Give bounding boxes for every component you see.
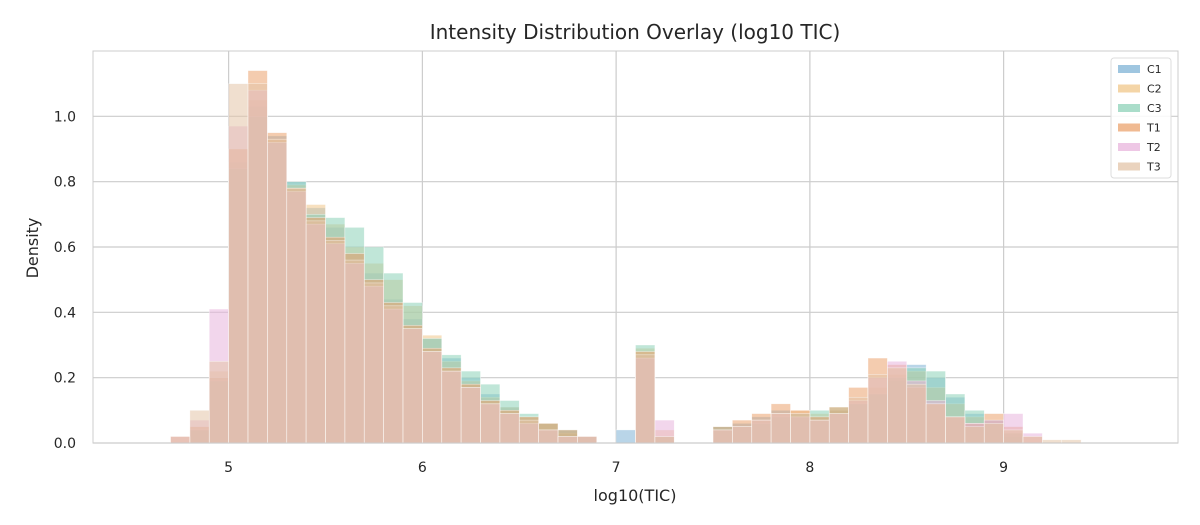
histogram-bar-t3 (228, 83, 249, 444)
legend-label-c2: C2 (1147, 83, 1162, 96)
legend-label-c3: C3 (1147, 102, 1162, 115)
legend-swatch-t3 (1118, 162, 1140, 171)
histogram-bar-t3 (460, 387, 481, 444)
histogram-bar-t3 (848, 396, 869, 444)
x-tick-label: 6 (418, 460, 427, 476)
legend-label-c1: C1 (1147, 63, 1162, 76)
histogram-bar-t3 (383, 305, 404, 444)
histogram-bar-t3 (828, 413, 849, 444)
histogram-bar-t3 (732, 426, 753, 444)
histogram-bar-t3 (170, 436, 191, 444)
y-tick-label: 0.6 (54, 240, 76, 256)
histogram-bar-t3 (654, 436, 675, 444)
histogram-bar-t3 (247, 83, 268, 444)
histogram-bar-t3 (790, 413, 811, 444)
histogram-bar-t3 (906, 383, 927, 444)
histogram-bar-c1 (615, 429, 636, 444)
histogram-bar-t3 (1003, 429, 1024, 444)
x-tick-label: 8 (805, 460, 814, 476)
y-tick-label: 0.4 (54, 305, 76, 321)
histogram-bar-t3 (712, 429, 733, 444)
histogram-bar-t3 (480, 403, 501, 444)
histogram-bar-t3 (518, 419, 539, 444)
histogram-bar-t3 (189, 410, 210, 444)
histogram-bar-t3 (363, 282, 384, 444)
histogram-bar-t3 (809, 419, 830, 444)
x-tick-label: 5 (224, 460, 233, 476)
histogram-bar-t3 (402, 328, 423, 444)
histogram-bar-t3 (422, 351, 443, 444)
histogram-bar-t3 (887, 367, 908, 444)
legend-swatch-c1 (1118, 65, 1140, 73)
histogram-bar-t3 (983, 423, 1004, 444)
histogram-bar-t3 (499, 413, 520, 444)
y-tick-label: 0.2 (54, 371, 76, 387)
legend-label-t2: T2 (1146, 141, 1161, 154)
legend: C1 C2 C3 T1 T2 T3 (1110, 57, 1172, 179)
legend-swatch-c2 (1118, 84, 1140, 93)
histogram-bar-t3 (964, 426, 985, 444)
legend-swatch-c3 (1118, 104, 1140, 112)
y-tick-label: 1.0 (54, 109, 76, 125)
histogram-bar-t3 (305, 220, 326, 444)
histogram-bar-t3 (925, 403, 946, 444)
histogram-bar-t3 (945, 416, 966, 444)
histogram-bar-t3 (325, 240, 346, 444)
histogram-bar-t3 (538, 429, 559, 444)
legend-label-t1: T1 (1146, 122, 1161, 135)
x-tick-label: 7 (612, 460, 621, 476)
histogram-bar-t3 (770, 413, 791, 444)
histogram-bar-t3 (1022, 436, 1043, 444)
histogram-bar-t3 (344, 259, 365, 444)
tick-labels: 5 6 7 8 9 0.0 0.2 0.4 0.6 0.8 1.0 (54, 109, 1008, 476)
legend-label-t3: T3 (1146, 161, 1161, 174)
x-tick-label: 9 (999, 460, 1008, 476)
x-axis-label: log10(TIC) (594, 486, 677, 505)
plot-area-frame (92, 50, 1179, 444)
bars (170, 70, 1082, 444)
histogram-bar-t3 (208, 361, 229, 444)
histogram-bar-t3 (286, 187, 307, 444)
histogram-bar-t3 (267, 138, 288, 444)
y-tick-label: 0.8 (54, 175, 76, 191)
histogram-bar-t3 (557, 436, 578, 444)
histogram-bar-t3 (577, 436, 598, 444)
histogram-bar-t3 (751, 419, 772, 444)
histogram-bar-t3 (867, 374, 888, 444)
y-axis-label: Density (23, 218, 42, 279)
histogram-bar-t3 (635, 354, 656, 444)
legend-swatch-t2 (1118, 143, 1140, 151)
chart-title: Intensity Distribution Overlay (log10 TI… (430, 20, 841, 44)
y-tick-label: 0.0 (54, 436, 76, 452)
histogram-bar-t3 (441, 370, 462, 444)
legend-swatch-t1 (1118, 123, 1140, 132)
legend-frame (1110, 57, 1172, 179)
